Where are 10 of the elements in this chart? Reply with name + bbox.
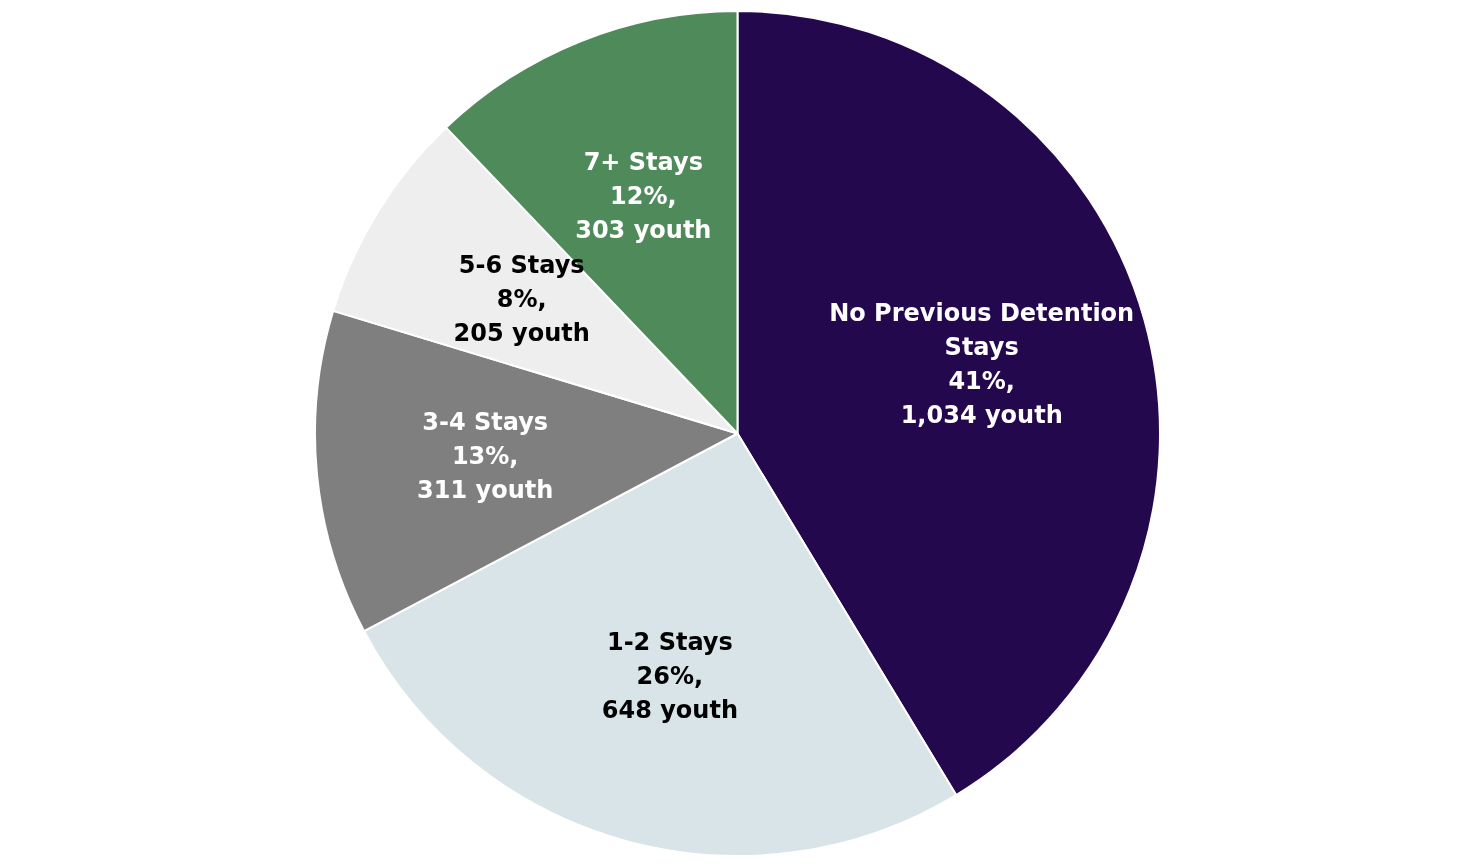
slice-label: 7+ Stays: [583, 148, 703, 177]
slice-label: 3-4 Stays: [422, 408, 549, 437]
data-label: 12%, 303 youth: [575, 182, 712, 245]
data-label: 13%, 311 youth: [417, 442, 554, 505]
data-label: 41%, 1,034 youth: [900, 366, 1063, 429]
slice-label: No Previous Detention Stays: [829, 298, 1135, 361]
slice-label: 1-2 Stays: [606, 628, 733, 657]
slice-label: 5-6 Stays: [458, 250, 585, 279]
data-label: 26%, 648 youth: [601, 662, 738, 725]
data-label: 8%, 205 youth: [453, 284, 590, 347]
